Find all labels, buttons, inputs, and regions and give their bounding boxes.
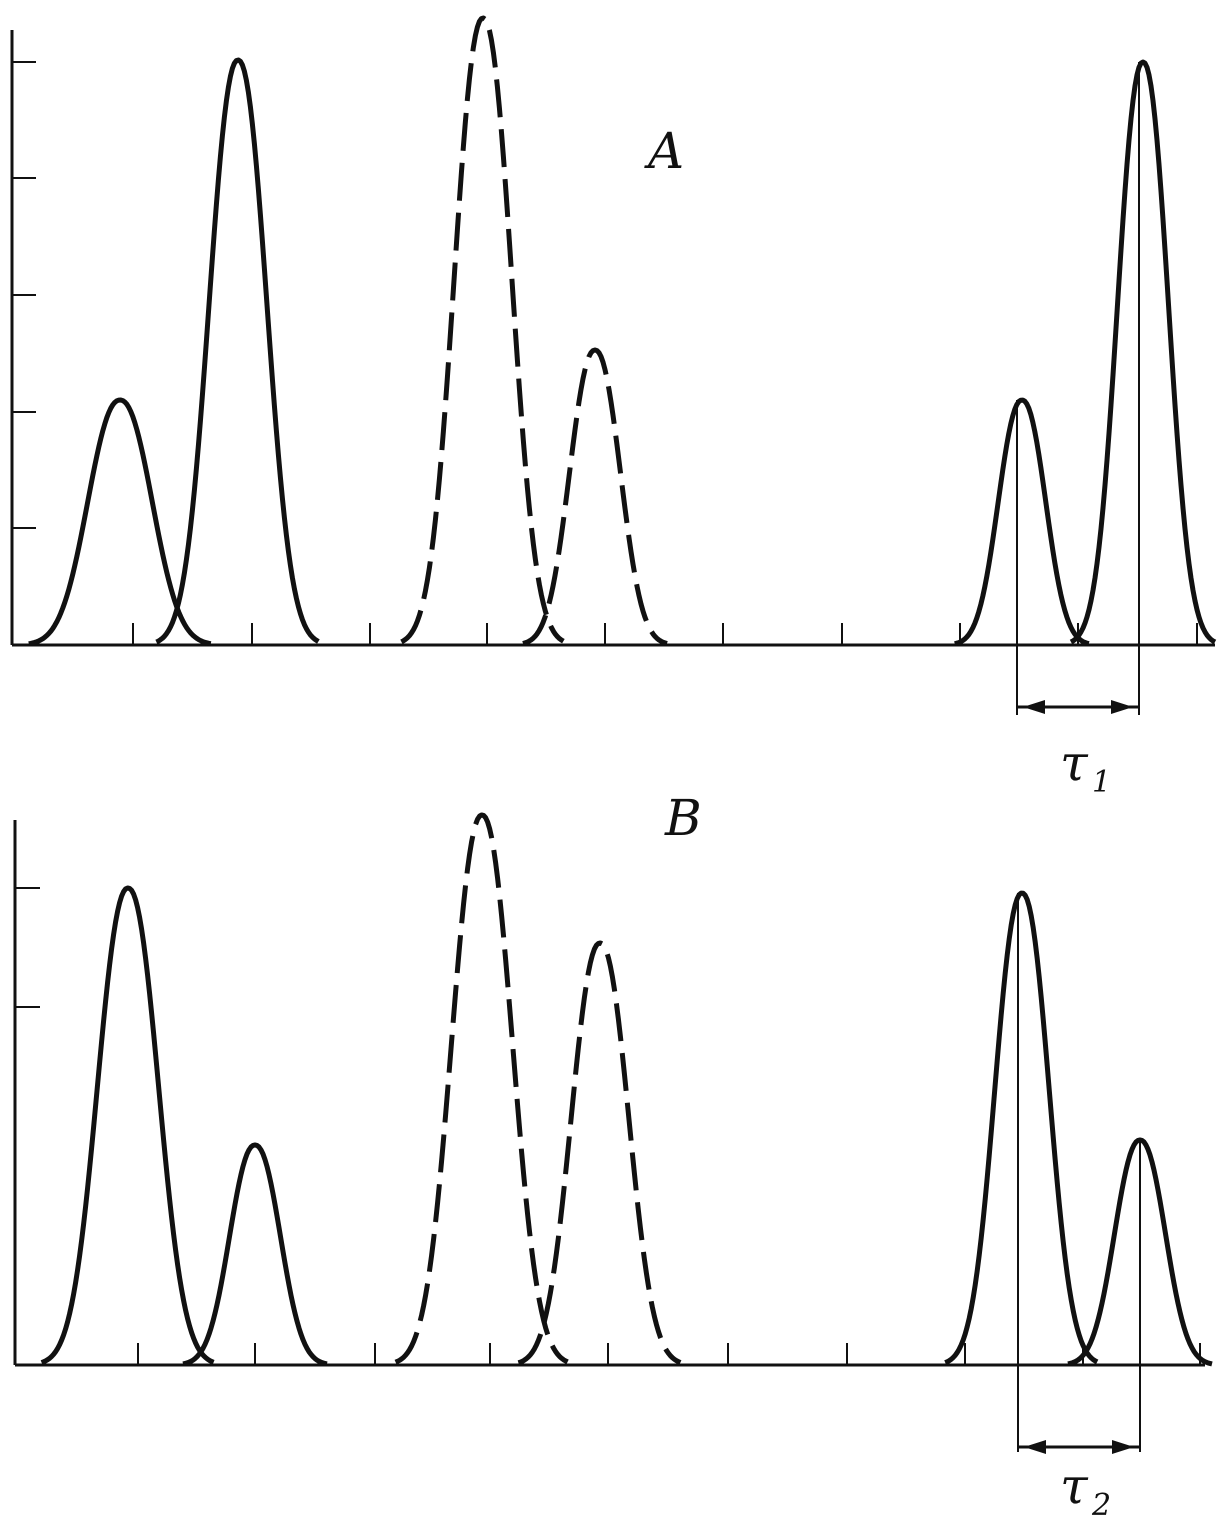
arrow-head <box>1024 1440 1134 1454</box>
panel-label: B <box>664 789 702 847</box>
interval-subscript: 2 <box>1091 1488 1111 1523</box>
peak <box>394 812 569 1365</box>
interval-symbol: τ <box>1060 1457 1089 1515</box>
peak <box>182 1142 328 1367</box>
panel-a: A τ 1 <box>644 122 1111 800</box>
peak <box>1069 59 1217 645</box>
peak <box>522 347 668 646</box>
peak <box>155 57 320 645</box>
peak <box>400 15 565 645</box>
peak <box>954 397 1090 647</box>
panel-label: A <box>644 122 684 180</box>
peak <box>517 940 682 1366</box>
peak <box>944 890 1099 1365</box>
peak <box>28 397 212 647</box>
panel-b: B τ 2 <box>664 789 1111 1523</box>
interval-symbol: τ <box>1060 734 1089 792</box>
interval-subscript: 1 <box>1092 765 1111 800</box>
peak <box>40 885 215 1365</box>
arrow-head <box>1023 700 1133 714</box>
